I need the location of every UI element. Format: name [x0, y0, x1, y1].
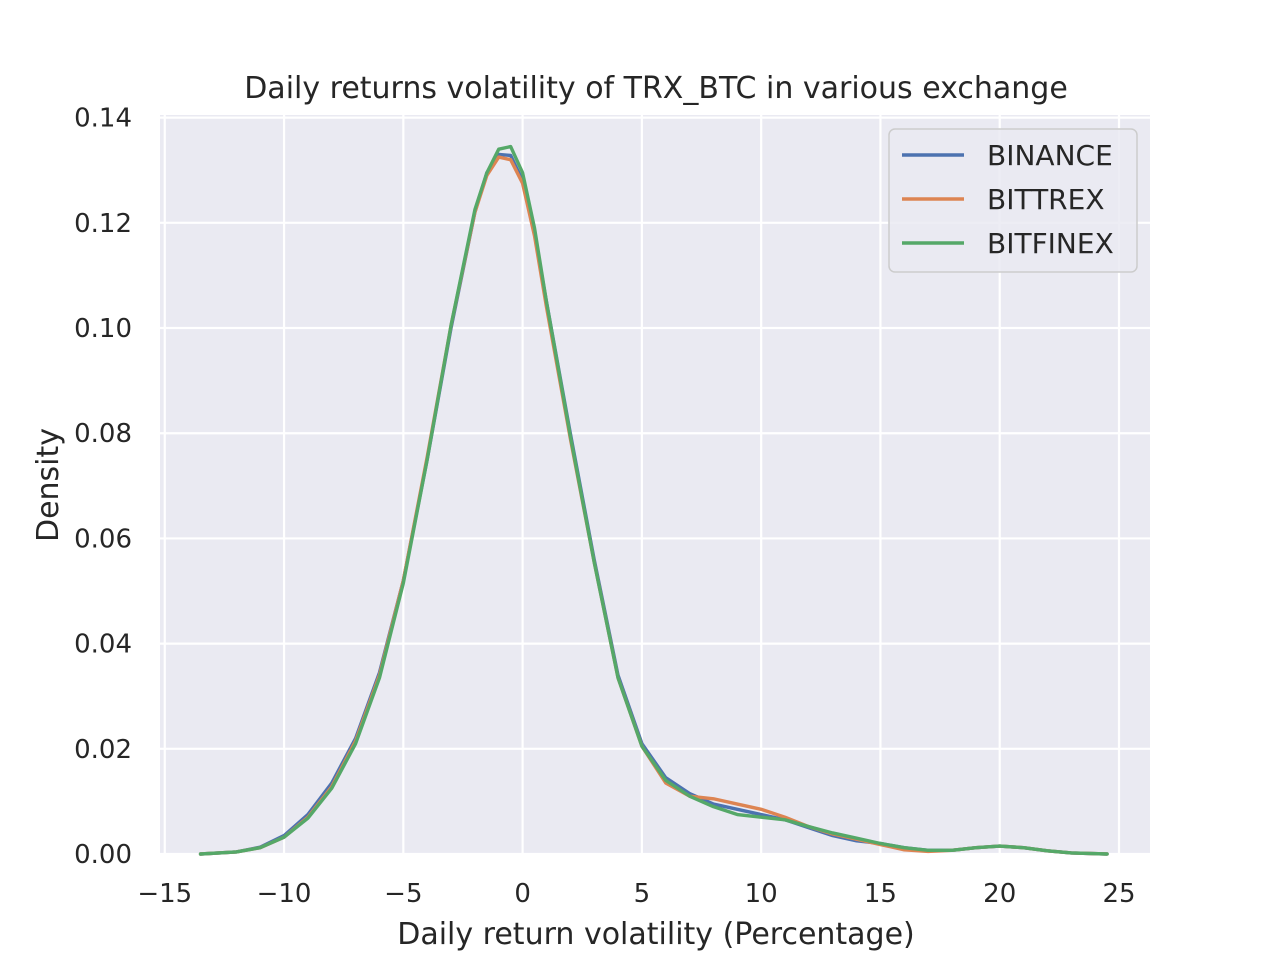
x-axis-label: Daily return volatility (Percentage) [397, 917, 915, 952]
y-axis-label: Density [31, 428, 66, 542]
legend-label-bitfinex: BITFINEX [987, 227, 1114, 260]
tick-labels: −15 −10 −5 0 5 10 15 20 25 0.00 0.02 0.04 0.06 0.08 0.… [74, 104, 1135, 909]
y-tick-label: 0.12 [74, 209, 132, 239]
y-tick-label: 0.02 [74, 735, 132, 765]
legend: BINANCE BITTREX BITFINEX [888, 128, 1138, 273]
legend-box [888, 128, 1138, 273]
y-tick-label: 0.10 [74, 314, 132, 344]
chart-title: Daily returns volatility of TRX_BTC in v… [244, 71, 1068, 106]
y-tick-label: 0.04 [74, 630, 132, 660]
series-line-bitfinex [198, 144, 1109, 856]
x-tick-label: 20 [983, 879, 1016, 909]
legend-label-bittrex: BITTREX [987, 183, 1105, 216]
x-tick-label: −5 [384, 879, 422, 909]
x-tick-label: 10 [745, 879, 778, 909]
series-lines [198, 144, 1109, 856]
x-tick-label: 0 [514, 879, 531, 909]
x-tick-label: 25 [1102, 879, 1135, 909]
y-tick-label: 0.08 [74, 419, 132, 449]
x-tick-label: −15 [137, 879, 192, 909]
y-tick-label: 0.14 [74, 104, 132, 134]
x-tick-label: −10 [257, 879, 312, 909]
x-tick-label: 5 [634, 879, 651, 909]
y-tick-label: 0.00 [74, 840, 132, 870]
legend-label-binance: BINANCE [987, 139, 1113, 172]
x-tick-label: 15 [864, 879, 897, 909]
y-tick-label: 0.06 [74, 524, 132, 554]
